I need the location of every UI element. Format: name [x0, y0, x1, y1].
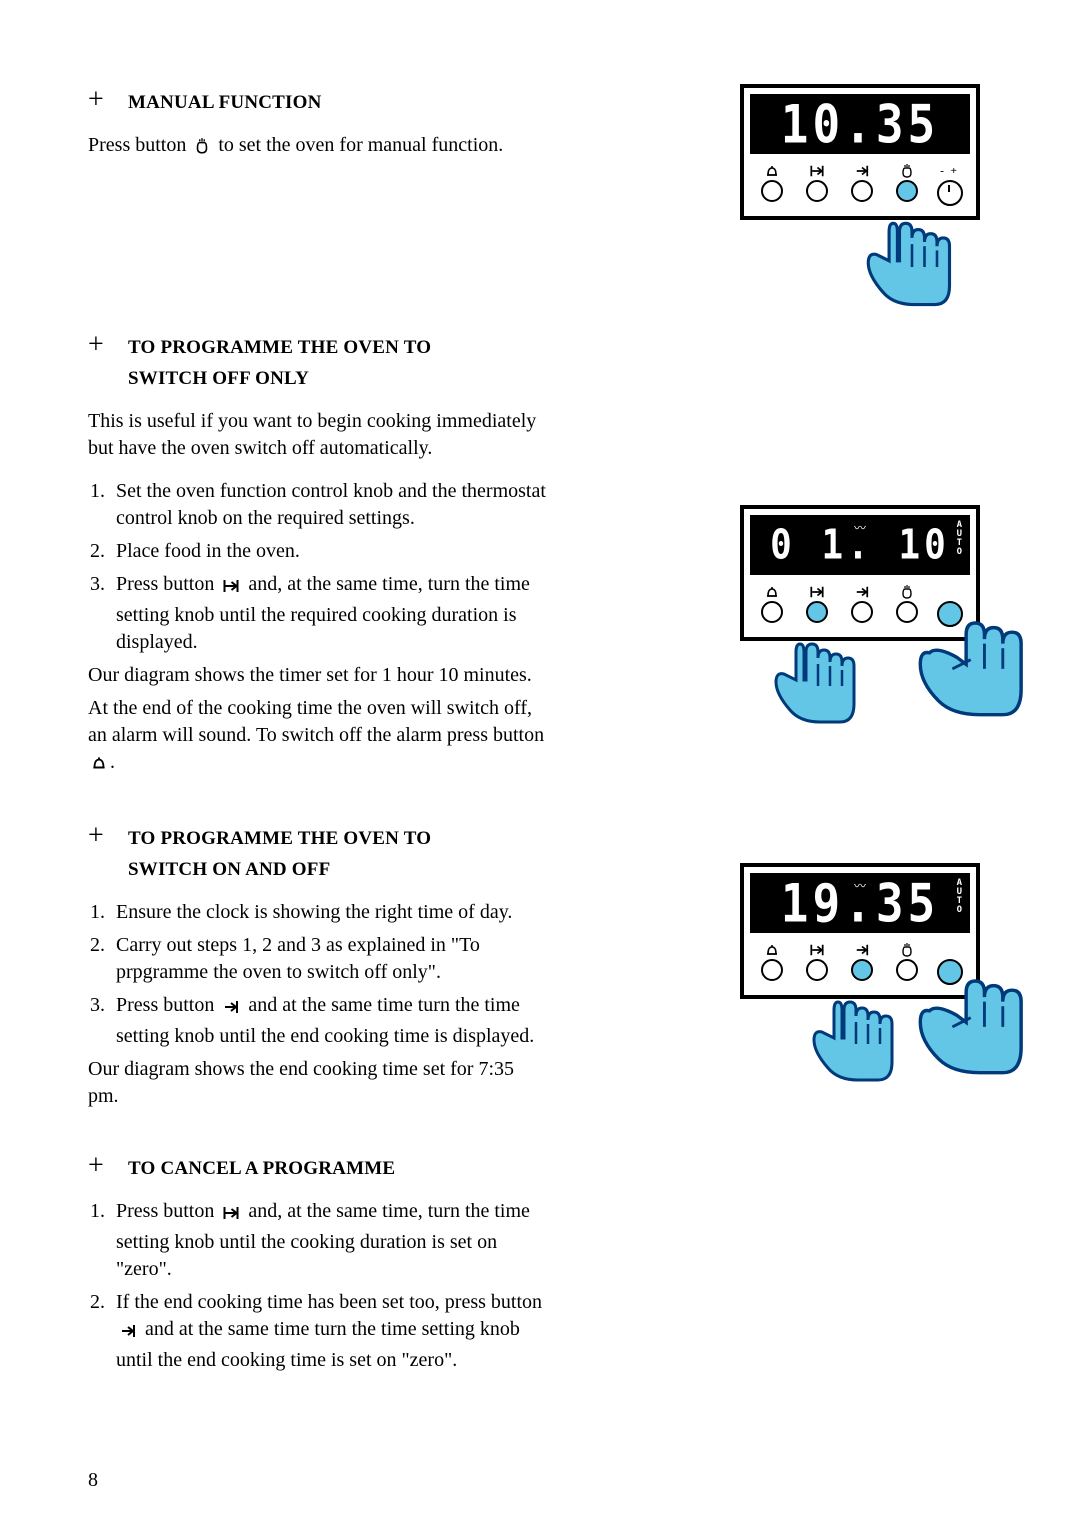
intro-text: This is useful if you want to begin cook…: [88, 408, 548, 462]
lcd-display: 10.35: [750, 94, 970, 154]
turning-hand-icon: [918, 973, 1028, 1088]
lcd-display: 〰 19.35 AUTO: [750, 873, 970, 933]
display-value: 19.35: [781, 872, 939, 934]
section-switch-on-off: + TO PROGRAMME THE OVEN TO SWITCH ON AND…: [88, 824, 548, 1110]
steps-list: Ensure the clock is showing the right ti…: [88, 899, 548, 1050]
auto-indicator: AUTO: [957, 521, 962, 557]
section-manual-function: + MANUAL FUNCTION Press button to set th…: [88, 88, 548, 163]
pointing-hand-icon: [770, 637, 866, 738]
start-stop-arrow-button[interactable]: [802, 941, 832, 985]
bullet-plus: +: [88, 331, 128, 359]
bullet-plus: +: [88, 86, 128, 114]
body-text: Press button to set the oven for manual …: [88, 132, 548, 163]
bell-button[interactable]: [757, 941, 787, 985]
time-knob[interactable]: - +: [937, 162, 963, 206]
end-arrow-button[interactable]: [847, 941, 877, 985]
heading: TO CANCEL A PROGRAMME: [128, 1154, 395, 1184]
steps-list: Press button and, at the same time, turn…: [88, 1198, 548, 1374]
heading: TO PROGRAMME THE OVEN TO SWITCH ON AND O…: [128, 824, 431, 885]
step-2: Place food in the oven.: [110, 538, 548, 565]
hand-button[interactable]: [892, 162, 922, 206]
steps-list: Set the oven function control knob and t…: [88, 478, 548, 656]
bell-button[interactable]: [757, 162, 787, 206]
hand-icon: [193, 136, 211, 163]
illustration-switch-on-off: 〰 19.35 AUTO: [740, 863, 1020, 1095]
start-stop-arrow-button[interactable]: [802, 583, 832, 627]
section-cancel-programme: + TO CANCEL A PROGRAMME Press button and…: [88, 1154, 548, 1374]
bell-button[interactable]: [757, 583, 787, 627]
step-1: Press button and, at the same time, turn…: [110, 1198, 548, 1283]
step-3: Press button and at the same time turn t…: [110, 992, 548, 1050]
heading: MANUAL FUNCTION: [128, 88, 322, 118]
step-2: If the end cooking time has been set too…: [110, 1289, 548, 1374]
step-3: Press button and, at the same time, turn…: [110, 571, 548, 656]
bullet-plus: +: [88, 822, 128, 850]
timer-panel: 10.35 -: [740, 84, 980, 220]
bullet-plus: +: [88, 1152, 128, 1180]
section-switch-off-only: + TO PROGRAMME THE OVEN TO SWITCH OFF ON…: [88, 333, 548, 780]
end-arrow-button[interactable]: [847, 162, 877, 206]
after-text-1: Our diagram shows the timer set for 1 ho…: [88, 662, 548, 689]
after-text: Our diagram shows the end cooking time s…: [88, 1056, 548, 1110]
arrow-to-bar-icon: [118, 1320, 138, 1347]
arrow-to-bar-icon: [221, 996, 241, 1023]
page-number: 8: [88, 1469, 98, 1492]
end-arrow-button[interactable]: [847, 583, 877, 627]
step-2: Carry out steps 1, 2 and 3 as explained …: [110, 932, 548, 986]
display-value: 10.35: [781, 93, 939, 155]
step-1: Ensure the clock is showing the right ti…: [110, 899, 548, 926]
pointing-hand-icon: [808, 995, 904, 1096]
step-1: Set the oven function control knob and t…: [110, 478, 548, 532]
illustration-manual: 10.35 -: [740, 84, 1020, 319]
start-stop-arrow-button[interactable]: [802, 162, 832, 206]
lcd-display: 〰 0 1. 10 AUTO: [750, 515, 970, 575]
turning-hand-icon: [918, 615, 1028, 730]
display-value: 0 1. 10: [770, 521, 950, 568]
illustration-switch-off: 〰 0 1. 10 AUTO: [740, 505, 1020, 737]
arrow-bar-right-icon: [221, 575, 241, 602]
bell-icon: [90, 753, 108, 780]
pointing-hand-icon: [862, 218, 1020, 319]
arrow-bar-right-icon: [221, 1202, 241, 1229]
auto-indicator: AUTO: [957, 879, 962, 915]
heading: TO PROGRAMME THE OVEN TO SWITCH OFF ONLY: [128, 333, 431, 394]
after-text-2: At the end of the cooking time the oven …: [88, 695, 548, 780]
